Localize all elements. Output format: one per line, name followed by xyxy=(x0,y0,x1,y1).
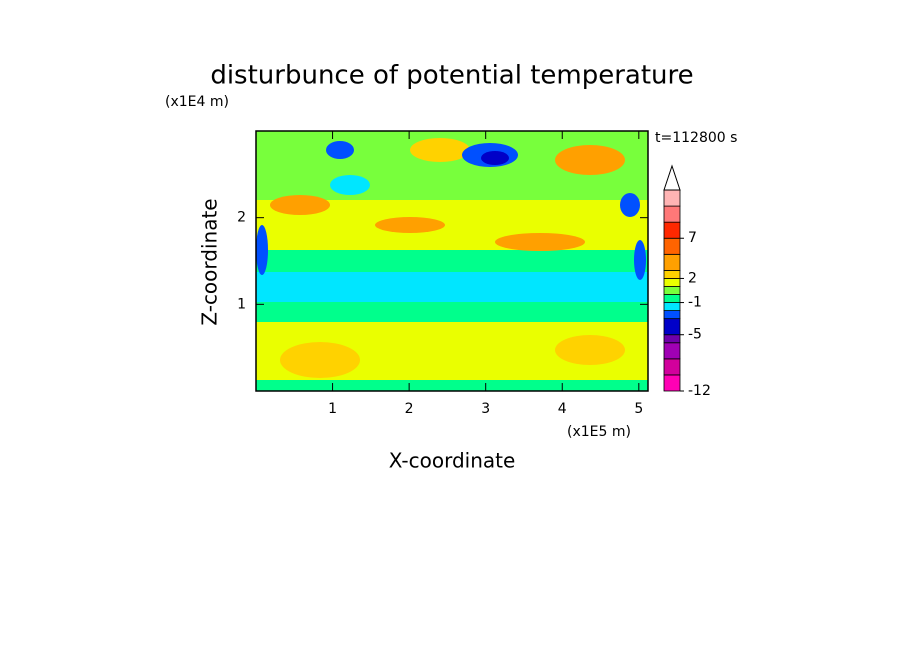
time-annotation: t=112800 s xyxy=(655,130,737,146)
x-tick-label: 4 xyxy=(558,401,567,417)
x-tick-label: 3 xyxy=(481,401,490,417)
plot-frame xyxy=(255,130,649,392)
colorbar-box xyxy=(663,189,681,207)
colorbar-box xyxy=(663,221,681,239)
colorbar-tick-label: 2 xyxy=(688,270,697,286)
y-tick-label: 1 xyxy=(237,296,246,312)
colorbar-box xyxy=(663,334,681,344)
colorbar-box xyxy=(663,278,681,287)
colorbar-box xyxy=(663,237,681,255)
colorbar-box xyxy=(663,374,681,392)
y-unit: (x1E4 m) xyxy=(165,94,229,110)
y-tick-label: 2 xyxy=(237,210,246,226)
colorbar-box xyxy=(663,253,681,271)
y-axis-label: Z-coordinate xyxy=(198,198,222,325)
x-axis-label: X-coordinate xyxy=(389,449,516,473)
contour-field xyxy=(256,131,648,391)
colorbar-tick-label: -5 xyxy=(688,327,702,343)
colorbar-tick-label: -12 xyxy=(688,383,711,399)
colorbar-extend xyxy=(663,164,681,191)
colorbar-tick-label: -1 xyxy=(688,295,702,311)
colorbar-box xyxy=(663,205,681,223)
colorbar-box xyxy=(663,358,681,376)
colorbar-box xyxy=(663,318,681,336)
x-tick-label: 2 xyxy=(405,401,414,417)
x-tick-label: 1 xyxy=(328,401,337,417)
colorbar-box xyxy=(663,342,681,360)
x-tick-label: 5 xyxy=(634,401,643,417)
colorbar-box xyxy=(663,294,681,303)
colorbar-box xyxy=(663,286,681,295)
x-unit: (x1E5 m) xyxy=(567,424,631,440)
colorbar-box xyxy=(663,302,681,311)
colorbar-box xyxy=(663,310,681,320)
colorbar-tick-label: 7 xyxy=(688,230,697,246)
chart-title: disturbunce of potential temperature xyxy=(210,61,693,91)
colorbar-box xyxy=(663,269,681,279)
